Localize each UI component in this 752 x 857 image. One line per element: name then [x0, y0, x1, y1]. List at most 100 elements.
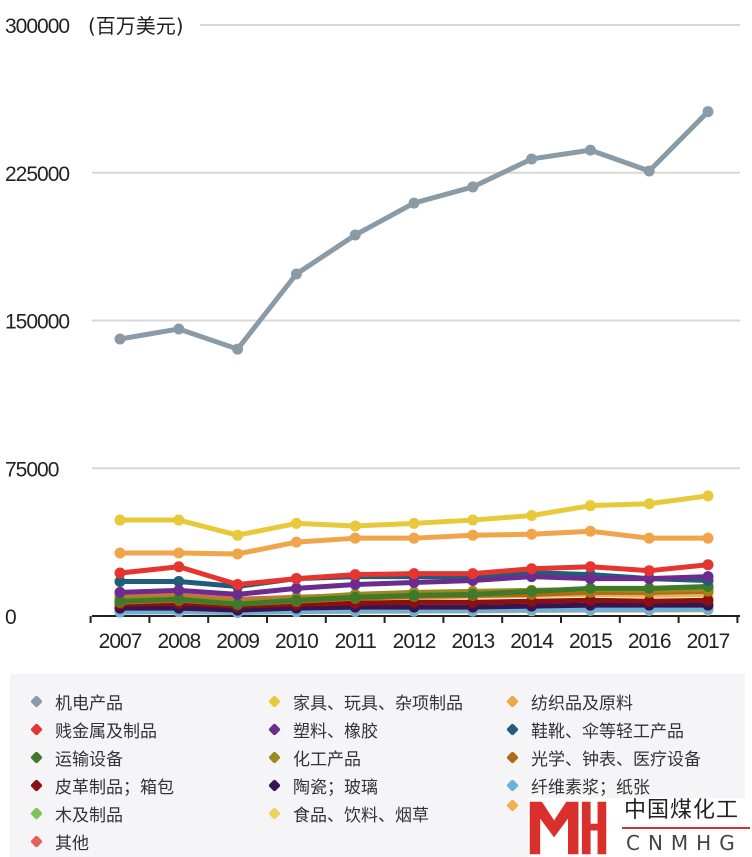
data-point: [349, 520, 361, 532]
data-point: [114, 567, 126, 579]
data-point: [643, 595, 655, 607]
data-point: [349, 569, 361, 581]
data-point: [290, 536, 302, 548]
legend-label: 塑料、橡胶: [293, 722, 378, 742]
legend-label: 鞋靴、伞等轻工产品: [531, 722, 684, 742]
legend-item: 贱金属及制品: [30, 717, 157, 742]
legend-item: 其他: [30, 829, 89, 854]
data-point: [232, 588, 244, 600]
data-point: [114, 547, 126, 559]
data-point: [408, 577, 420, 589]
legend-label: 纺织品及原料: [531, 694, 633, 714]
data-point: [408, 568, 420, 580]
logo-mark-icon: [529, 801, 607, 855]
legend-marker-icon: [506, 695, 519, 708]
legend-marker-icon: [506, 751, 519, 764]
legend-item: 运输设备: [30, 745, 123, 770]
legend-label: 食品、饮料、烟草: [293, 806, 429, 826]
data-point: [349, 532, 361, 544]
data-point: [526, 528, 538, 540]
legend-marker-icon: [30, 779, 43, 792]
legend-item: 皮革制品；箱包: [30, 773, 174, 798]
data-point: [349, 591, 361, 603]
data-point: [702, 106, 714, 118]
data-point: [526, 563, 538, 575]
legend-marker-icon: [506, 723, 519, 736]
legend-label: 贱金属及制品: [55, 722, 157, 742]
data-point: [467, 568, 479, 580]
legend-label: 机电产品: [55, 694, 123, 714]
data-point: [173, 576, 185, 588]
legend-item: 光学、钟表、医疗设备: [506, 745, 701, 770]
series-line: [120, 493, 709, 538]
data-point: [408, 589, 420, 601]
data-point: [584, 573, 596, 585]
x-tick-label: 2009: [216, 630, 259, 653]
x-tick-label: 2014: [510, 630, 554, 653]
data-point: [290, 517, 302, 529]
data-point: [349, 229, 361, 241]
data-point: [526, 153, 538, 165]
data-point: [173, 561, 185, 573]
data-point: [643, 498, 655, 510]
x-tick-label: 2015: [569, 630, 612, 653]
data-point: [232, 578, 244, 590]
legend-item: 纤维素浆；纸张: [506, 773, 650, 798]
data-point: [173, 547, 185, 559]
x-tick-label: 2007: [99, 630, 142, 653]
data-point: [526, 571, 538, 583]
data-point: [467, 514, 479, 526]
data-point: [467, 529, 479, 541]
legend-item: 化工产品: [268, 745, 361, 770]
watermark-logo: 中国煤化工 CNMHG: [528, 798, 752, 857]
data-point: [290, 594, 302, 606]
data-point: [290, 573, 302, 585]
data-point: [584, 500, 596, 512]
y-tick-label: 75000: [5, 458, 59, 481]
data-point: [643, 565, 655, 577]
data-point: [643, 573, 655, 585]
legend-marker-icon: [268, 723, 281, 736]
legend-marker-icon: [30, 723, 43, 736]
legend-marker-icon: [268, 695, 281, 708]
data-point: [584, 561, 596, 573]
legend-marker-icon: [30, 751, 43, 764]
data-point: [349, 578, 361, 590]
data-point: [232, 598, 244, 610]
line-chart: 0 75000 150000 225000 300000 (百万美元) 2007 2008 20…: [5, 14, 740, 653]
legend-item: 机电产品: [30, 689, 123, 714]
data-point: [702, 559, 714, 571]
data-point: [290, 582, 302, 594]
y-unit-label: (百万美元): [88, 14, 184, 38]
data-point: [702, 532, 714, 544]
legend-item: 塑料、橡胶: [268, 717, 378, 742]
data-point: [643, 165, 655, 177]
legend-item: 食品、饮料、烟草: [268, 801, 429, 826]
data-point: [173, 584, 185, 596]
data-point: [114, 514, 126, 526]
x-tick-label: 2011: [335, 630, 376, 653]
data-point: [526, 585, 538, 597]
data-point: [408, 517, 420, 529]
x-tick-label: 2013: [451, 630, 494, 653]
legend-marker-icon: [506, 779, 519, 792]
legend-item: 家具、玩具、杂项制品: [268, 689, 463, 714]
data-point: [526, 510, 538, 522]
data-point: [584, 144, 596, 156]
data-point: [232, 548, 244, 560]
legend-marker-icon: [30, 695, 43, 708]
legend-label: 其他: [55, 834, 89, 854]
x-tick-label: 2017: [687, 630, 730, 653]
data-point: [467, 588, 479, 600]
x-tick-label: 2016: [628, 630, 671, 653]
legend-marker-icon: [268, 779, 281, 792]
data-point: [408, 532, 420, 544]
legend-item: 鞋靴、伞等轻工产品: [506, 717, 684, 742]
data-point: [114, 586, 126, 598]
x-tick-label: 2010: [275, 630, 318, 653]
data-point: [584, 594, 596, 606]
x-tick-label: 2008: [157, 630, 200, 653]
legend-label: 皮革制品；箱包: [55, 778, 174, 798]
legend-label: 陶瓷；玻璃: [293, 778, 378, 798]
